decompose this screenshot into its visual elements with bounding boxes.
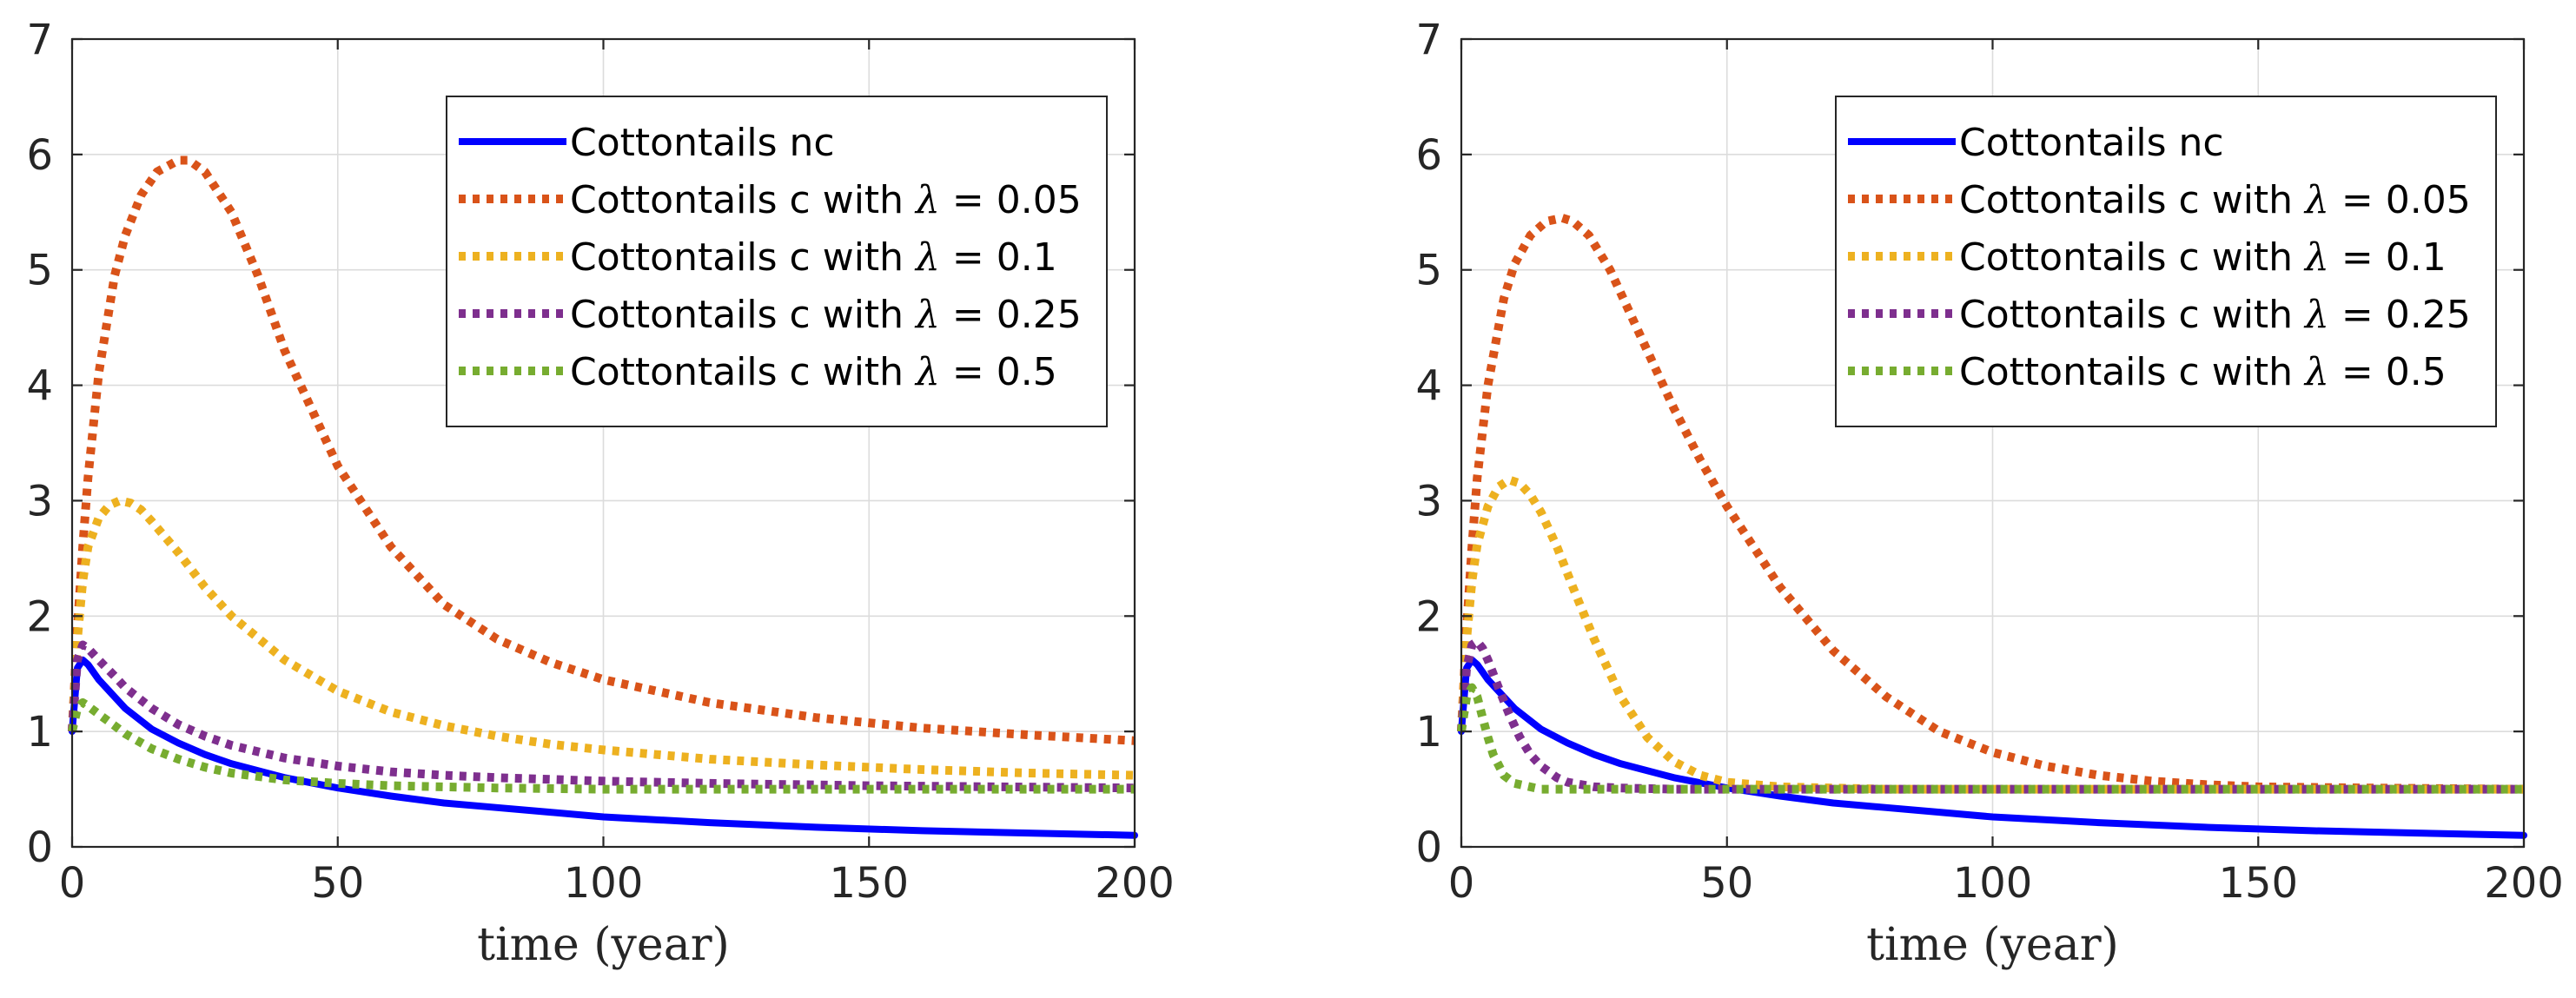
y-tick-label: 6	[1415, 131, 1442, 180]
y-tick-label: 0	[26, 823, 53, 872]
legend-label: Cottontails nc	[570, 121, 835, 165]
legend: Cottontails nc Cottontails c with λ = 0.0…	[447, 96, 1107, 426]
legend-label: Cottontails c with λ = 0.1	[570, 235, 1057, 280]
legend-label: Cottontails c with λ = 0.1	[1959, 235, 2447, 280]
y-tick-label: 2	[26, 592, 53, 641]
x-tick-label: 0	[1448, 859, 1475, 908]
legend-label: Cottontails c with λ = 0.25	[570, 293, 1082, 337]
x-tick-label: 100	[1953, 859, 2033, 908]
x-tick-label: 50	[1700, 859, 1753, 908]
x-tick-label: 150	[2218, 859, 2298, 908]
y-tick-label: 6	[26, 131, 53, 180]
y-tick-label: 3	[26, 477, 53, 525]
y-tick-label: 2	[1415, 592, 1442, 641]
x-tick-label: 50	[311, 859, 364, 908]
left-chart-panel: 0 50 100 150 200 0 1 2 3 4 5 6 7 time (year) Cottontai…	[26, 16, 1174, 971]
x-tick-label: 0	[59, 859, 86, 908]
legend: Cottontails nc Cottontails c with λ = 0.0…	[1836, 96, 2496, 426]
right-chart-panel: 0 50 100 150 200 0 1 2 3 4 5 6 7 time (year) Cottontai…	[1415, 16, 2563, 971]
legend-label: Cottontails c with λ = 0.05	[1959, 178, 2471, 222]
legend-label: Cottontails c with λ = 0.05	[570, 178, 1082, 222]
x-tick-label: 100	[564, 859, 644, 908]
x-axis-title: time (year)	[1866, 919, 2119, 971]
x-axis-title: time (year)	[477, 919, 730, 971]
y-tick-label: 7	[1415, 16, 1442, 64]
y-tick-label: 3	[1415, 477, 1442, 525]
x-tick-label: 150	[829, 859, 909, 908]
legend-label: Cottontails c with λ = 0.5	[1959, 350, 2447, 394]
x-tick-label: 200	[2484, 859, 2564, 908]
y-tick-label: 5	[26, 247, 53, 295]
y-tick-label: 5	[1415, 247, 1442, 295]
legend-label: Cottontails c with λ = 0.5	[570, 350, 1057, 394]
y-tick-label: 4	[1415, 362, 1442, 411]
figure: 0 50 100 150 20001234567time (year)Cottontai…	[0, 0, 2576, 998]
x-tick-label: 200	[1095, 859, 1175, 908]
y-tick-label: 1	[1415, 708, 1442, 757]
y-tick-label: 4	[26, 362, 53, 411]
y-tick-label: 7	[26, 16, 53, 64]
y-tick-label: 1	[26, 708, 53, 757]
legend-label: Cottontails c with λ = 0.25	[1959, 293, 2471, 337]
legend-label: Cottontails nc	[1959, 121, 2224, 165]
y-tick-label: 0	[1415, 823, 1442, 872]
